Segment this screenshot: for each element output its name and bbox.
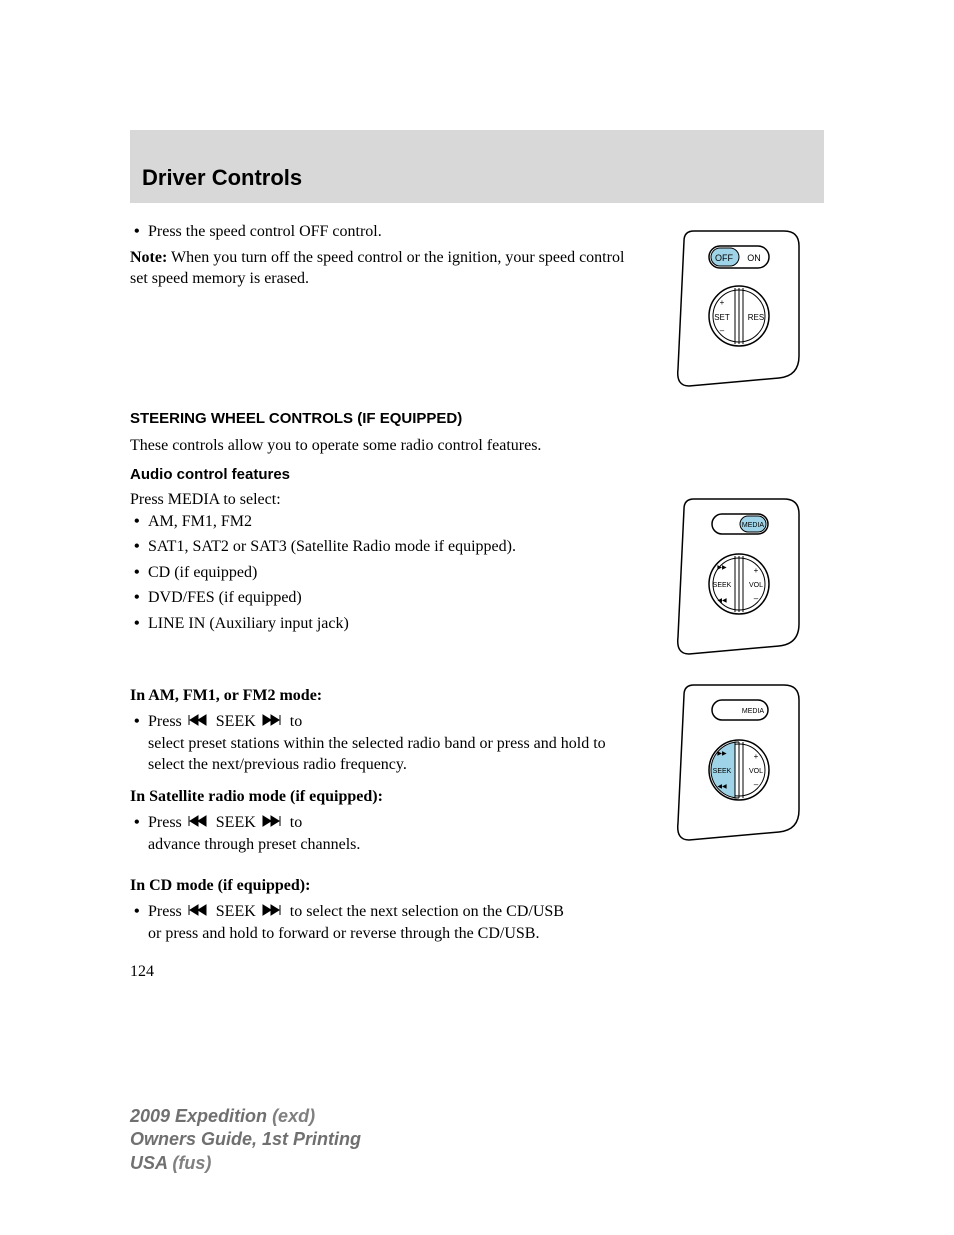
- am-mode-bullet: Press SEEK to select preset stations wit…: [130, 711, 644, 776]
- note-label: Note:: [130, 249, 167, 266]
- list-item: CD (if equipped): [130, 562, 644, 584]
- footer-guide: Owners Guide, 1st Printing: [130, 1128, 361, 1151]
- audio-heading: Audio control features: [130, 465, 824, 485]
- seek-prev-icon: [188, 812, 210, 834]
- note-text: When you turn off the speed control or t…: [130, 249, 624, 288]
- seek-prev-icon: [188, 901, 210, 923]
- seek-prev-icon: [188, 711, 210, 733]
- am-mode-heading: In AM, FM1, or FM2 mode:: [130, 685, 644, 707]
- audio-list: AM, FM1, FM2 SAT1, SAT2 or SAT3 (Satelli…: [130, 511, 644, 635]
- svg-text:◀◀: ◀◀: [717, 784, 727, 790]
- svg-text:MEDIA: MEDIA: [742, 522, 765, 529]
- audio-intro: Press MEDIA to select:: [130, 489, 644, 511]
- footer-model: 2009 Expedition: [130, 1106, 267, 1126]
- page-number: 124: [130, 961, 824, 983]
- header-bar: Driver Controls: [130, 130, 824, 203]
- svg-text:MEDIA: MEDIA: [742, 708, 765, 715]
- cd-mode-heading: In CD mode (if equipped):: [130, 875, 824, 897]
- svg-text:–: –: [720, 326, 725, 335]
- footer-region: USA: [130, 1153, 167, 1173]
- svg-text:◀◀: ◀◀: [717, 598, 727, 604]
- speed-control-diagram: OFF ON + SET – RES: [664, 221, 824, 391]
- speed-off-bullet: Press the speed control OFF control.: [130, 221, 644, 243]
- media-diagram-2: MEDIA ▶▶ SEEK ◀◀ + VOL –: [664, 675, 824, 859]
- svg-text:–: –: [754, 594, 759, 603]
- svg-text:+: +: [720, 298, 725, 307]
- steering-intro: These controls allow you to operate some…: [130, 435, 824, 457]
- svg-text:RES: RES: [748, 313, 764, 322]
- svg-text:▶▶: ▶▶: [717, 751, 727, 757]
- svg-text:▶▶: ▶▶: [717, 565, 727, 571]
- steering-heading: STEERING WHEEL CONTROLS (IF EQUIPPED): [130, 409, 824, 429]
- seek-next-icon: [262, 812, 284, 834]
- list-item: AM, FM1, FM2: [130, 511, 644, 533]
- page-content: Press the speed control OFF control. Not…: [130, 221, 824, 982]
- svg-text:VOL: VOL: [749, 768, 763, 775]
- media-diagram-1: MEDIA ▶▶ SEEK ◀◀ + VOL –: [664, 489, 824, 659]
- svg-text:–: –: [754, 780, 759, 789]
- list-item: SAT1, SAT2 or SAT3 (Satellite Radio mode…: [130, 536, 644, 558]
- svg-text:+: +: [754, 752, 759, 761]
- sat-mode-heading: In Satellite radio mode (if equipped):: [130, 786, 644, 808]
- sat-mode-bullet: Press SEEK to advance through preset cha…: [130, 812, 644, 856]
- off-label: OFF: [715, 253, 733, 263]
- footer-code1: (exd): [267, 1106, 315, 1126]
- list-item: DVD/FES (if equipped): [130, 587, 644, 609]
- list-item: LINE IN (Auxiliary input jack): [130, 613, 644, 635]
- svg-text:SET: SET: [714, 313, 730, 322]
- speed-note: Note: When you turn off the speed contro…: [130, 247, 644, 290]
- page-title: Driver Controls: [142, 165, 824, 191]
- svg-text:VOL: VOL: [749, 582, 763, 589]
- svg-text:SEEK: SEEK: [713, 582, 732, 589]
- on-label: ON: [747, 253, 761, 263]
- svg-text:+: +: [754, 566, 759, 575]
- seek-next-icon: [262, 711, 284, 733]
- seek-next-icon: [262, 901, 284, 923]
- footer-code2: (fus): [167, 1153, 211, 1173]
- cd-mode-bullet: Press SEEK to select the next selection …: [130, 901, 824, 945]
- svg-text:SEEK: SEEK: [713, 768, 732, 775]
- footer: 2009 Expedition (exd) Owners Guide, 1st …: [130, 1105, 361, 1175]
